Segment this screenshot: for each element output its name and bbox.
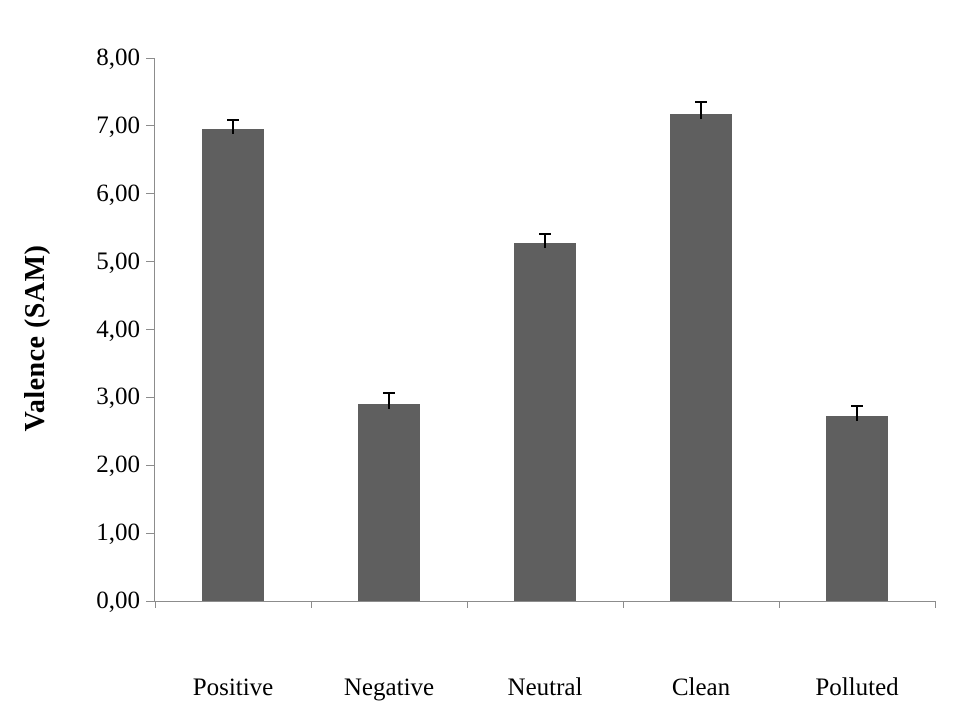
y-tick-label: 1,00 [96, 519, 140, 547]
x-tick-mark [778, 601, 780, 608]
x-axis-label-neutral: Neutral [507, 674, 583, 701]
bar-positive [202, 128, 264, 601]
error-bar-line [544, 233, 546, 248]
y-tick-mark [146, 464, 154, 466]
x-tick-mark [466, 601, 468, 608]
y-tick-mark [146, 600, 154, 602]
y-tick-label: 7,00 [96, 111, 140, 139]
y-axis-title: Valence (SAM) [20, 244, 51, 432]
error-bar-line [232, 119, 234, 134]
y-tick-label: 3,00 [96, 383, 140, 411]
error-bar-line [856, 406, 858, 422]
y-tick-label: 6,00 [96, 179, 140, 207]
x-tick-mark [622, 601, 624, 608]
bar-clean [670, 114, 732, 601]
y-tick-label: 5,00 [96, 247, 140, 275]
error-bar-cap [227, 118, 239, 121]
x-tick-mark [934, 601, 936, 608]
bar-neutral [514, 242, 576, 601]
x-tick-mark [310, 601, 312, 608]
error-bar-cap [383, 392, 395, 395]
x-axis-line [154, 601, 935, 602]
y-tick-label: 4,00 [96, 315, 140, 343]
error-bar-cap [695, 101, 707, 104]
x-axis-label-negative: Negative [343, 674, 435, 701]
y-axis-line [154, 58, 155, 602]
y-tick-mark [146, 329, 154, 330]
x-axis-label-clean: Clean [671, 674, 731, 701]
error-bar-cap [851, 405, 863, 408]
y-tick-label: 2,00 [96, 451, 140, 479]
y-tick-mark [146, 532, 154, 534]
y-tick-label: 0,00 [96, 587, 140, 614]
bar-negative [358, 404, 420, 601]
error-bar-line [388, 393, 390, 410]
y-tick-mark [146, 193, 154, 195]
y-tick-mark [146, 396, 154, 398]
y-tick-mark [146, 57, 154, 59]
plot-area: 0,00 1,00 2,00 3,00 4,00 5,00 6,00 7,00 8,00 Posi… [96, 44, 936, 701]
error-bar-cap [539, 232, 551, 235]
x-axis-label-positive: Positive [192, 674, 274, 701]
y-tick-label: 8,00 [96, 44, 140, 71]
y-tick-mark [146, 261, 154, 263]
bar-polluted [826, 416, 888, 601]
x-axis-label-polluted: Polluted [815, 674, 899, 701]
y-tick-mark [146, 125, 154, 127]
x-tick-mark [154, 601, 156, 608]
error-bar-line [700, 102, 702, 120]
